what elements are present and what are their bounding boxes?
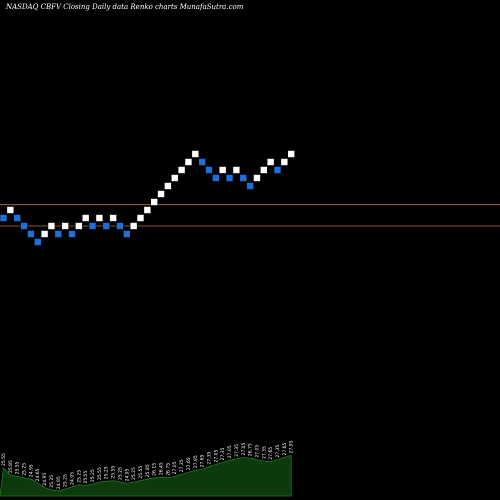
volume-value-label: 27.35 <box>220 447 226 460</box>
renko-brick-down <box>27 230 35 238</box>
renko-bricks <box>0 150 296 246</box>
renko-brick-down <box>13 214 21 222</box>
renko-brick-down <box>20 222 28 230</box>
renko-brick-up <box>170 174 179 182</box>
volume-value-label: 27.35 <box>275 445 281 458</box>
renko-brick-down <box>0 214 8 222</box>
renko-brick-down <box>212 174 220 182</box>
renko-brick-up <box>177 166 186 174</box>
volume-value-label: 25.55 <box>111 466 117 479</box>
renko-brick-up <box>287 150 296 158</box>
renko-brick-up <box>280 158 289 166</box>
volume-value-label: 27.65 <box>282 442 288 455</box>
renko-brick-up <box>191 150 200 158</box>
volume-value-label: 27.05 <box>172 461 178 474</box>
renko-brick-down <box>246 182 254 190</box>
volume-value-label: 27.35 <box>179 459 185 472</box>
renko-brick-up <box>47 222 56 230</box>
volume-value-label: 27.35 <box>207 452 213 465</box>
renko-brick-up <box>184 158 193 166</box>
renko-brick-down <box>116 222 124 230</box>
renko-brick-up <box>40 230 49 238</box>
volume-value-label: 24.95 <box>42 473 48 486</box>
volume-value-label: 25.25 <box>90 469 96 482</box>
volume-value-label: 26.75 <box>248 443 254 456</box>
volume-value-label: 26.75 <box>165 463 171 476</box>
renko-brick-up <box>75 222 83 230</box>
volume-value-label: 27.65 <box>186 457 192 470</box>
volume-value-label: 27.95 <box>193 455 199 468</box>
volume-value-label: 25.25 <box>104 466 110 479</box>
volume-area <box>0 454 292 497</box>
renko-brick-up <box>143 206 152 214</box>
volume-value-label: 27.35 <box>234 444 240 457</box>
volume-value-label: 25.25 <box>76 470 82 483</box>
volume-value-label: 27.05 <box>227 445 233 458</box>
renko-brick-up <box>150 198 158 206</box>
renko-brick-up <box>6 206 15 214</box>
renko-brick-down <box>198 158 206 166</box>
renko-brick-up <box>109 214 117 222</box>
chart-title: NASDAQ CBFV Closing Daily data Renko cha… <box>5 3 244 11</box>
volume-value-label: 27.05 <box>213 449 219 462</box>
volume-value-label: 25.85 <box>8 460 14 473</box>
renko-brick-down <box>123 230 131 238</box>
level-lines <box>0 204 500 227</box>
volume-value-label: 24.95 <box>56 476 62 489</box>
renko-brick-down <box>33 238 42 246</box>
volume-value-label: 27.05 <box>241 442 247 455</box>
volume-value-label: 24.95 <box>28 464 34 477</box>
renko-brick-down <box>273 166 282 174</box>
renko-brick-up <box>61 222 69 230</box>
volume-value-label: 27.95 <box>289 440 295 453</box>
volume-value-label: 25.55 <box>1 453 7 466</box>
renko-brick-up <box>218 166 227 174</box>
renko-brick-up <box>232 166 241 174</box>
renko-brick-down <box>54 230 63 238</box>
renko-brick-down <box>68 230 76 238</box>
renko-brick-up <box>129 222 138 230</box>
volume-value-label: 25.25 <box>22 463 28 476</box>
renko-brick-up <box>81 214 90 222</box>
volume-value-label: 25.55 <box>97 467 103 480</box>
renko-brick-down <box>102 222 111 230</box>
renko-brick-down <box>205 166 213 174</box>
renko-brick-up <box>253 174 261 182</box>
volume-value-label: 26.45 <box>159 462 165 475</box>
volume-value-label: 27.05 <box>254 445 260 458</box>
renko-brick-down <box>225 174 234 182</box>
volume-value-label: 26.15 <box>152 463 158 476</box>
volume-value-label: 25.55 <box>15 461 21 474</box>
renko-brick-down <box>88 222 97 230</box>
renko-brick-up <box>95 214 104 222</box>
volume-value-label: 24.95 <box>70 472 76 485</box>
volume-value-label: 25.25 <box>49 475 55 488</box>
renko-brick-up <box>164 182 172 190</box>
volume-area-path <box>0 454 292 497</box>
volume-value-label: 24.95 <box>124 468 130 481</box>
volume-value-label: 27.65 <box>200 454 206 467</box>
volume-value-label: 24.65 <box>35 468 41 481</box>
volume-value-label: 25.85 <box>145 464 151 477</box>
volume-value-label: 25.55 <box>83 470 89 483</box>
volume-value-label: 25.25 <box>63 474 69 487</box>
renko-brick-up <box>136 214 145 222</box>
volume-value-label: 27.35 <box>261 446 267 459</box>
volume-value-label: 25.25 <box>131 467 137 480</box>
renko-brick-down <box>239 174 248 182</box>
volume-value-label: 27.65 <box>268 447 274 460</box>
volume-value-label: 25.55 <box>138 466 144 479</box>
renko-brick-up <box>259 166 268 174</box>
renko-brick-up <box>157 190 165 198</box>
renko-brick-up <box>266 158 275 166</box>
volume-value-label: 25.25 <box>117 467 123 480</box>
